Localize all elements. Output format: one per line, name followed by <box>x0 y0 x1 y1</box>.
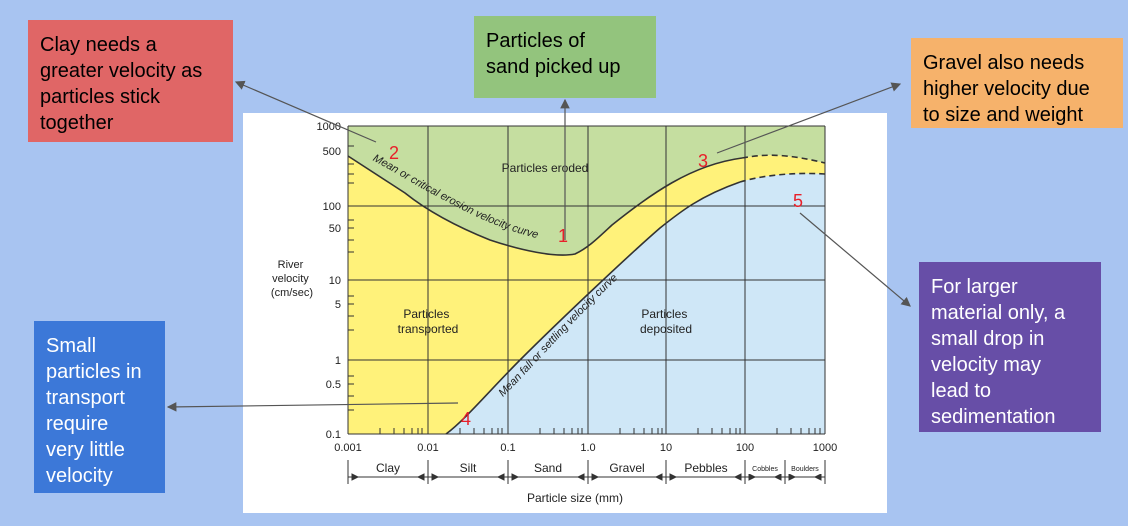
x-tick-label: 1.0 <box>580 442 595 454</box>
callout-large-line: For larger <box>931 276 1018 298</box>
callout-small-particles: Small particles in transport require ver… <box>34 321 165 493</box>
size-class-clay: Clay <box>376 461 400 475</box>
callout-sand: Particles of sand picked up <box>474 16 656 98</box>
callout-gravel-line: to size and weight <box>923 104 1084 126</box>
x-tick-label: 100 <box>736 442 754 454</box>
x-tick-label: 0.1 <box>500 442 515 454</box>
marker-5: 5 <box>793 191 803 211</box>
y-tick-label: 5 <box>335 299 341 311</box>
y-tick-label: 1 <box>335 355 341 367</box>
callout-large-line: small drop in <box>931 328 1045 350</box>
callout-small-line: require <box>46 413 109 435</box>
callout-sand-line: sand picked up <box>486 56 621 78</box>
callout-small-line: velocity <box>46 465 113 487</box>
callout-large-line: material only, a <box>931 302 1066 324</box>
callout-clay: Clay needs a greater velocity as particl… <box>28 20 233 142</box>
size-class-sand: Sand <box>534 461 562 475</box>
y-tick-label: 100 <box>323 201 341 213</box>
x-tick-label: 0.001 <box>334 442 362 454</box>
y-tick-label: 500 <box>323 146 341 158</box>
marker-4: 4 <box>461 409 471 429</box>
x-tick-label: 1000 <box>813 442 837 454</box>
erosion-curve <box>347 155 743 256</box>
callout-clay-line: particles stick <box>40 86 161 108</box>
region-label-transported: Particles transported <box>398 307 459 336</box>
size-class-gravel: Gravel <box>609 461 644 475</box>
callout-small-line: transport <box>46 387 125 409</box>
region-deposited <box>446 173 825 434</box>
marker-3: 3 <box>698 151 708 171</box>
hjulstrom-diagram: Mean or critical erosion velocity curve … <box>271 121 837 505</box>
callout-clay-line: Clay needs a <box>40 34 157 56</box>
y-tick-label: 10 <box>329 275 341 287</box>
callout-clay-line: together <box>40 112 114 134</box>
y-tick-label: 50 <box>329 223 341 235</box>
callout-gravel: Gravel also needs higher velocity due to… <box>911 38 1123 128</box>
size-class-cobbles: Cobbles <box>752 466 778 473</box>
size-class-pebbles: Pebbles <box>684 461 727 475</box>
callout-small-line: Small <box>46 335 97 357</box>
settling-curve <box>445 181 741 435</box>
callout-large-line: velocity may <box>931 354 1042 376</box>
callout-small-line: very little <box>46 439 125 461</box>
callout-large-line: lead to <box>931 380 992 402</box>
size-class-labels: Clay Silt Sand Gravel Pebbles Cobbles Bo… <box>372 461 823 475</box>
callout-small-line: particles in <box>46 361 142 383</box>
markers: 1 2 3 4 5 <box>389 143 803 429</box>
marker-1: 1 <box>558 226 568 246</box>
erosion-curve-dashed <box>741 154 826 164</box>
hjulstrom-diagram-panel: Mean or critical erosion velocity curve … <box>243 113 887 513</box>
y-tick-label: 0.1 <box>326 429 341 441</box>
callout-large-material: For larger material only, a small drop i… <box>919 262 1101 432</box>
x-axis-title: Particle size (mm) <box>527 491 623 505</box>
y-tick-label: 1000 <box>317 121 341 133</box>
x-tick-label: 0.01 <box>417 442 438 454</box>
y-axis-title: River velocity (cm/sec) <box>271 259 313 299</box>
settling-curve-dashed <box>739 172 826 183</box>
x-tick-label: 10 <box>660 442 672 454</box>
callout-gravel-line: Gravel also needs <box>923 52 1085 74</box>
region-eroded <box>348 126 825 256</box>
minor-ticks <box>348 145 821 434</box>
callout-large-line: sedimentation <box>931 406 1056 428</box>
y-axis: 1000 500 100 50 10 5 1 0.5 0.1 <box>317 121 341 441</box>
region-label-eroded: Particles eroded <box>502 161 589 175</box>
region-label-deposited: Particles deposited <box>640 307 692 336</box>
size-class-ruler <box>347 460 826 484</box>
size-class-silt: Silt <box>460 461 477 475</box>
callout-clay-line: greater velocity as <box>40 60 203 82</box>
x-axis: 0.001 0.01 0.1 1.0 10 100 1000 <box>334 442 837 454</box>
grid-lines <box>347 125 826 435</box>
y-tick-label: 0.5 <box>326 379 341 391</box>
marker-2: 2 <box>389 143 399 163</box>
size-class-boulders: Boulders <box>791 466 819 473</box>
callout-sand-line: Particles of <box>486 30 585 52</box>
callout-gravel-line: higher velocity due <box>923 78 1090 100</box>
